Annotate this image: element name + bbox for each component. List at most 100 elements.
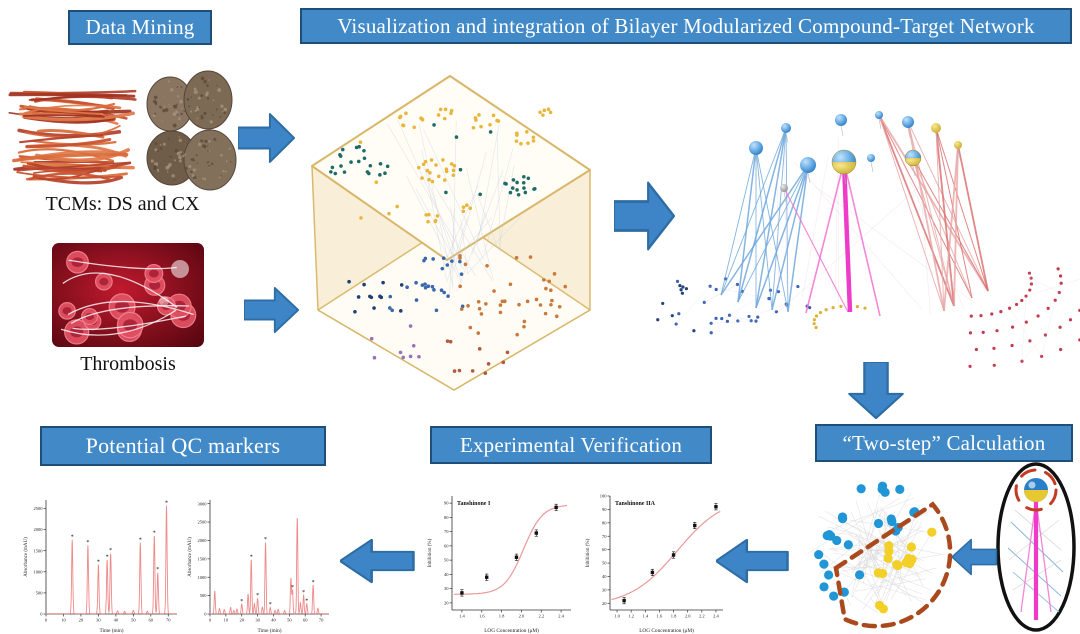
- svg-text:60: 60: [149, 618, 154, 623]
- svg-text:60: 60: [444, 543, 449, 548]
- chuanxiong-rhizome-photo: [146, 70, 237, 191]
- svg-text:20: 20: [239, 618, 244, 623]
- svg-text:10: 10: [224, 618, 229, 623]
- svg-text:2.0: 2.0: [685, 614, 691, 619]
- banner-two-step: “Two-step” Calculation: [815, 424, 1073, 462]
- 3d-network-illustration: [656, 111, 1080, 368]
- thrombosis-photo: [52, 243, 204, 347]
- svg-text:Inhibition (%): Inhibition (%): [586, 538, 591, 567]
- arrow-3d-to-two-step: [848, 362, 904, 420]
- svg-text:2000: 2000: [198, 538, 208, 543]
- arrow-thrombosis-to-network: [244, 286, 300, 334]
- svg-text:80: 80: [602, 520, 607, 525]
- svg-text:70: 70: [602, 534, 607, 539]
- banner-qc-markers: Potential QC markers: [40, 426, 326, 466]
- svg-text:LOG Concentration (μM): LOG Concentration (μM): [484, 627, 539, 634]
- svg-text:40: 40: [271, 618, 276, 623]
- svg-text:2.2: 2.2: [699, 614, 705, 619]
- svg-text:*: *: [97, 560, 100, 566]
- svg-text:3000: 3000: [198, 501, 208, 506]
- svg-text:2.4: 2.4: [558, 614, 564, 619]
- svg-text:Tanshinone I: Tanshinone I: [457, 501, 491, 507]
- svg-text:30: 30: [602, 587, 607, 592]
- svg-text:*: *: [269, 602, 272, 608]
- banner-experimental: Experimental Verification: [430, 426, 712, 464]
- svg-text:*: *: [250, 554, 253, 560]
- svg-text:Inhibition (%): Inhibition (%): [428, 538, 433, 567]
- svg-text:*: *: [86, 540, 89, 546]
- key-compound-ellipse: [996, 462, 1076, 632]
- svg-text:1500: 1500: [34, 548, 44, 553]
- svg-text:20: 20: [602, 601, 607, 606]
- svg-text:50: 50: [602, 561, 607, 566]
- svg-text:50: 50: [287, 618, 292, 623]
- svg-text:30: 30: [255, 618, 260, 623]
- svg-text:1.4: 1.4: [643, 614, 649, 619]
- svg-text:40: 40: [602, 574, 607, 579]
- svg-text:2.0: 2.0: [519, 614, 525, 619]
- svg-text:70: 70: [319, 618, 324, 623]
- svg-text:*: *: [106, 554, 109, 560]
- svg-text:Absorbance (mAU): Absorbance (mAU): [188, 537, 193, 577]
- module-selection-network: [807, 481, 953, 629]
- svg-text:0: 0: [209, 618, 212, 623]
- svg-text:*: *: [256, 593, 259, 599]
- svg-text:1.2: 1.2: [628, 614, 634, 619]
- svg-text:70: 70: [444, 529, 449, 534]
- svg-text:*: *: [312, 580, 315, 586]
- svg-text:*: *: [139, 538, 142, 544]
- dose-response-chart-tanshinone-1: 1.4 1.6 1.8 2.0 2.2 2.4 20 30 40 50 60 70 80 90 LOG Co…: [428, 496, 571, 634]
- svg-text:30: 30: [96, 618, 101, 623]
- svg-text:0: 0: [204, 612, 207, 617]
- svg-text:90: 90: [602, 507, 607, 512]
- svg-text:1.8: 1.8: [671, 614, 677, 619]
- svg-text:Tanshinone IIA: Tanshinone IIA: [615, 501, 656, 507]
- svg-text:60: 60: [303, 618, 308, 623]
- thrombosis-label: Thrombosis: [80, 353, 176, 375]
- svg-text:Time (min): Time (min): [257, 627, 281, 634]
- svg-text:*: *: [109, 548, 112, 554]
- svg-text:0: 0: [40, 612, 43, 617]
- svg-text:40: 40: [114, 618, 119, 623]
- bilayer-network-illustration: [311, 75, 591, 391]
- svg-text:90: 90: [444, 501, 449, 506]
- arrow-two-step-to-experimental: [716, 538, 789, 584]
- arrow-ellipse-to-module: [952, 538, 998, 576]
- arrow-experimental-to-qc: [340, 538, 415, 584]
- banner-visualization: Visualization and integration of Bilayer…: [300, 8, 1072, 44]
- svg-text:20: 20: [79, 618, 84, 623]
- svg-text:500: 500: [36, 590, 44, 595]
- svg-text:2.4: 2.4: [713, 614, 719, 619]
- tcms-label: TCMs: DS and CX: [45, 193, 200, 215]
- svg-text:40: 40: [444, 572, 449, 577]
- banner-data-mining: Data Mining: [68, 10, 212, 45]
- svg-text:LOG Concentration (μM): LOG Concentration (μM): [639, 627, 694, 634]
- svg-text:*: *: [291, 585, 294, 591]
- svg-text:*: *: [165, 500, 168, 506]
- svg-text:*: *: [305, 599, 308, 605]
- svg-text:1.8: 1.8: [499, 614, 505, 619]
- chromatogram-chart-2: 0 10 20 30 40 50 60 70 0 500 1000 1500 2000 2500 3000 T…: [188, 500, 329, 634]
- arrow-network-to-3d: [614, 181, 675, 251]
- svg-text:60: 60: [602, 547, 607, 552]
- svg-text:70: 70: [166, 618, 171, 623]
- svg-text:Absorbance (mAU): Absorbance (mAU): [24, 537, 29, 577]
- svg-text:1500: 1500: [198, 556, 208, 561]
- svg-text:50: 50: [444, 558, 449, 563]
- svg-text:2500: 2500: [34, 506, 44, 511]
- svg-text:1.0: 1.0: [614, 614, 620, 619]
- svg-text:2500: 2500: [198, 520, 208, 525]
- chromatogram-chart-1: 0 10 20 30 40 50 60 70 0 500 1000 1500 2000 2500 Time …: [24, 500, 177, 634]
- dose-response-chart-tanshinone-2a: 1.0 1.2 1.4 1.6 1.8 2.0 2.2 2.4 20 30 40 50 60 70 80 90…: [586, 494, 723, 634]
- svg-text:1000: 1000: [198, 575, 208, 580]
- svg-text:2000: 2000: [34, 527, 44, 532]
- svg-text:1.6: 1.6: [479, 614, 485, 619]
- svg-text:1000: 1000: [34, 569, 44, 574]
- svg-text:*: *: [153, 530, 156, 536]
- svg-text:*: *: [71, 535, 74, 541]
- svg-text:*: *: [156, 567, 159, 573]
- svg-text:10: 10: [61, 618, 66, 623]
- svg-text:80: 80: [444, 515, 449, 520]
- svg-text:1.4: 1.4: [459, 614, 465, 619]
